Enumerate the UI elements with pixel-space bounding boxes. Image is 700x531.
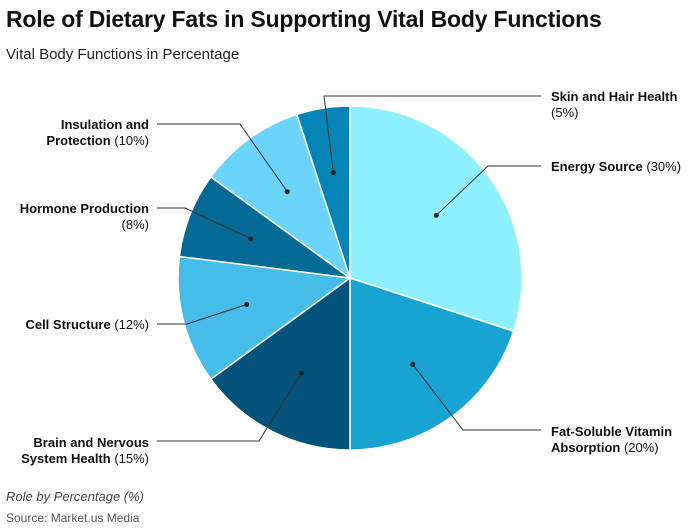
- slice-label-energy-source: Energy Source (30%): [551, 159, 681, 174]
- pie-slice-cell-structure: [177, 255, 352, 381]
- chart-subtitle: Vital Body Functions in Percentage: [6, 46, 240, 63]
- slice-label-fat-soluble-vitamin-absorption: Fat-Soluble Vitamin Absorption (20%): [551, 424, 672, 455]
- leader-line-brain-and-nervous-system-health: [157, 372, 303, 442]
- slice-label-brain-and-nervous-system-health: Brain and Nervous System Health (15%): [21, 435, 149, 466]
- pie-slice-energy-source: [349, 105, 523, 333]
- slice-label-cell-structure: Cell Structure (12%): [25, 317, 149, 332]
- leader-dot-insulation-and-protection: [284, 189, 290, 195]
- slice-label-skin-and-hair-health: Skin and Hair Health (5%): [551, 89, 677, 120]
- leader-dot-hormone-production: [248, 236, 254, 242]
- leader-line-energy-source: [435, 165, 541, 216]
- leader-line-insulation-and-protection: [157, 123, 288, 192]
- pie-slice-fat-soluble-vitamin-absorption: [349, 276, 515, 451]
- chart-footnote: Role by Percentage (%): [6, 489, 145, 504]
- chart-source: Source: Market.us Media: [6, 511, 140, 525]
- slice-label-insulation-and-protection: Insulation and Protection (10%): [46, 117, 149, 148]
- pie-slices: [177, 105, 523, 451]
- leader-line-cell-structure: [157, 304, 247, 325]
- slice-label-hormone-production: Hormone Production (8%): [20, 201, 149, 232]
- chart-title: Role of Dietary Fats in Supporting Vital…: [6, 6, 602, 32]
- leader-dot-cell-structure: [244, 302, 250, 307]
- pie-slice-brain-and-nervous-system-health: [209, 276, 351, 451]
- leader-dot-brain-and-nervous-system-health: [299, 370, 305, 376]
- leader-dot-skin-and-hair-health: [330, 170, 336, 176]
- pie-labels: Energy Source (30%) Fat-Soluble Vitamin Ab…: [20, 89, 681, 466]
- leader-line-hormone-production: [157, 207, 252, 240]
- pie-slice-insulation-and-protection: [209, 113, 352, 280]
- pie-slice-skin-and-hair-health: [295, 105, 351, 279]
- leader-line-skin-and-hair-health: [323, 95, 541, 173]
- leader-dot-fat-soluble-vitamin-absorption: [410, 361, 416, 367]
- leader-dot-energy-source: [433, 212, 439, 218]
- leader-line-fat-soluble-vitamin-absorption: [412, 363, 541, 431]
